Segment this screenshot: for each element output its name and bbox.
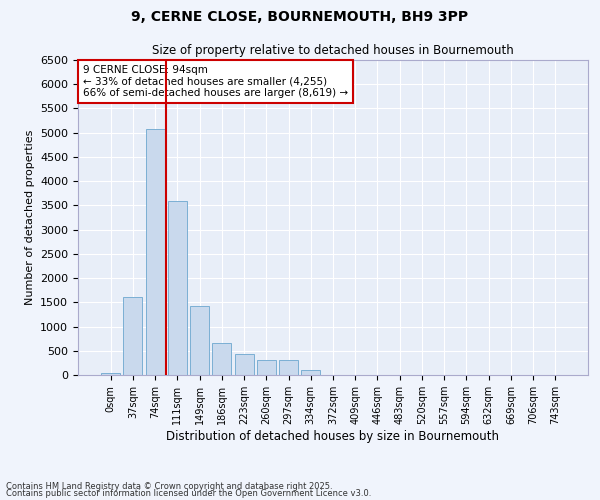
Bar (168, 200, 187, 375)
Bar (301, 370, 320, 375)
Bar (212, 343, 231, 375)
Text: Contains public sector information licensed under the Open Government Licence v3: Contains public sector information licen… (6, 490, 371, 498)
Bar (124, 298, 142, 375)
Title: Size of property relative to detached houses in Bournemouth: Size of property relative to detached ho… (152, 44, 514, 58)
Bar (257, 360, 276, 375)
Y-axis label: Number of detached properties: Number of detached properties (25, 130, 35, 305)
Text: 9, CERNE CLOSE, BOURNEMOUTH, BH9 3PP: 9, CERNE CLOSE, BOURNEMOUTH, BH9 3PP (131, 10, 469, 24)
Bar (279, 360, 298, 375)
Text: Contains HM Land Registry data © Crown copyright and database right 2025.: Contains HM Land Registry data © Crown c… (6, 482, 332, 491)
Bar (146, 130, 164, 375)
Text: 9 CERNE CLOSE: 94sqm
← 33% of detached houses are smaller (4,255)
66% of semi-de: 9 CERNE CLOSE: 94sqm ← 33% of detached h… (83, 64, 348, 98)
Bar (190, 306, 209, 375)
X-axis label: Distribution of detached houses by size in Bournemouth: Distribution of detached houses by size … (167, 430, 499, 443)
Bar (235, 354, 254, 375)
Bar (101, 372, 120, 375)
